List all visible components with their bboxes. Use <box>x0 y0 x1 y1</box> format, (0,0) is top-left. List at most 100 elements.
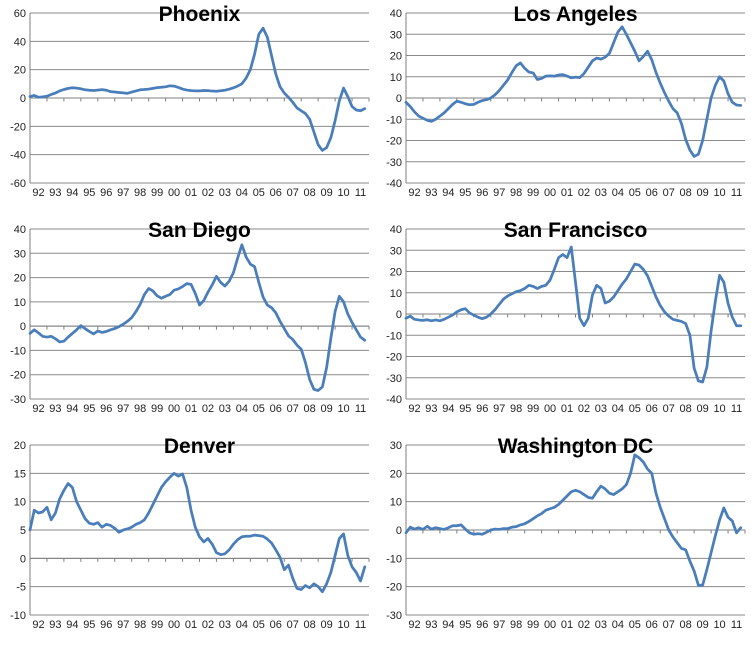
svg-text:40: 40 <box>14 36 26 48</box>
chart-title-denver: Denver <box>163 435 236 458</box>
svg-text:95: 95 <box>459 619 471 631</box>
svg-text:20: 20 <box>14 65 26 77</box>
chart-title-phoenix: Phoenix <box>158 3 241 26</box>
chart-title-washington-dc: Washington DC <box>497 435 654 458</box>
svg-text:92: 92 <box>32 403 44 415</box>
svg-text:-20: -20 <box>386 582 402 594</box>
svg-text:10: 10 <box>390 288 402 300</box>
svg-text:-40: -40 <box>386 178 402 190</box>
svg-text:-30: -30 <box>386 610 402 622</box>
x-axis-labels: 92 93 94 95 96 97 98 99 00 01 02 03 04 05 06 07 08 09 10 11 <box>32 619 366 631</box>
svg-text:30: 30 <box>390 440 402 452</box>
svg-text:11: 11 <box>731 187 742 199</box>
svg-text:01: 01 <box>185 187 197 199</box>
svg-text:03: 03 <box>219 187 231 199</box>
svg-text:03: 03 <box>219 619 231 631</box>
series-line <box>404 245 743 384</box>
svg-text:94: 94 <box>442 619 454 631</box>
svg-text:93: 93 <box>49 403 61 415</box>
denver-line-plot: 20 15 10 5 0 -5 -10 92 93 94 95 96 97 98 99 00 01 02 03 04 0… <box>10 440 370 631</box>
series-line <box>28 243 367 392</box>
svg-text:06: 06 <box>270 619 282 631</box>
svg-text:97: 97 <box>117 619 129 631</box>
gridlines <box>30 444 369 616</box>
series-line <box>28 471 367 594</box>
svg-text:93: 93 <box>425 619 437 631</box>
svg-text:92: 92 <box>408 403 420 415</box>
svg-text:-60: -60 <box>10 178 26 190</box>
series-line <box>404 25 743 158</box>
svg-text:09: 09 <box>697 619 709 631</box>
svg-text:95: 95 <box>459 403 471 415</box>
svg-text:95: 95 <box>83 619 95 631</box>
svg-text:20: 20 <box>390 468 402 480</box>
gridlines <box>30 228 369 400</box>
svg-text:97: 97 <box>493 403 505 415</box>
svg-text:07: 07 <box>287 619 299 631</box>
svg-text:09: 09 <box>321 619 333 631</box>
svg-text:15: 15 <box>14 468 26 480</box>
svg-text:01: 01 <box>185 403 197 415</box>
y-axis-labels: 40 30 20 10 0 -10 -20 -30 <box>10 224 26 406</box>
svg-text:11: 11 <box>731 403 742 415</box>
svg-text:-30: -30 <box>10 394 26 406</box>
svg-text:01: 01 <box>561 619 573 631</box>
svg-text:0: 0 <box>20 93 26 105</box>
svg-text:94: 94 <box>442 187 454 199</box>
series-line <box>404 453 743 587</box>
svg-text:10: 10 <box>390 497 402 509</box>
svg-text:-30: -30 <box>386 157 402 169</box>
x-axis-labels: 92 93 94 95 96 97 98 99 00 01 02 03 04 05 06 07 08 09 10 11 <box>32 403 366 415</box>
svg-text:04: 04 <box>236 403 248 415</box>
svg-text:99: 99 <box>151 403 163 415</box>
y-axis-labels: 60 40 20 0 -20 -40 -60 <box>10 8 26 190</box>
svg-text:98: 98 <box>510 619 522 631</box>
svg-text:93: 93 <box>49 187 61 199</box>
svg-text:-10: -10 <box>386 553 402 565</box>
svg-text:-5: -5 <box>16 582 26 594</box>
svg-text:05: 05 <box>253 403 265 415</box>
svg-text:99: 99 <box>527 403 539 415</box>
svg-text:02: 02 <box>202 403 214 415</box>
svg-text:03: 03 <box>595 403 607 415</box>
svg-text:06: 06 <box>270 187 282 199</box>
svg-text:95: 95 <box>83 187 95 199</box>
svg-text:-20: -20 <box>10 121 26 133</box>
svg-text:93: 93 <box>49 619 61 631</box>
svg-text:95: 95 <box>459 187 471 199</box>
svg-text:96: 96 <box>476 403 488 415</box>
svg-text:-30: -30 <box>386 373 402 385</box>
svg-text:06: 06 <box>646 619 658 631</box>
svg-text:07: 07 <box>663 403 675 415</box>
svg-text:00: 00 <box>168 187 180 199</box>
svg-text:0: 0 <box>396 93 402 105</box>
svg-text:08: 08 <box>680 619 692 631</box>
svg-text:10: 10 <box>713 619 725 631</box>
svg-text:-10: -10 <box>386 114 402 126</box>
phoenix-line-plot: 60 40 20 0 -20 -40 -60 92 93 94 95 96 97 98 99 00 01 02 03… <box>10 8 370 199</box>
svg-text:07: 07 <box>287 403 299 415</box>
svg-text:97: 97 <box>493 619 505 631</box>
svg-text:0: 0 <box>396 525 402 537</box>
svg-text:11: 11 <box>355 619 366 631</box>
svg-text:97: 97 <box>117 187 129 199</box>
svg-text:01: 01 <box>185 619 197 631</box>
svg-text:04: 04 <box>236 619 248 631</box>
svg-text:99: 99 <box>527 619 539 631</box>
svg-text:10: 10 <box>713 187 725 199</box>
svg-text:10: 10 <box>14 497 26 509</box>
svg-text:09: 09 <box>697 187 709 199</box>
svg-text:11: 11 <box>731 619 742 631</box>
svg-text:40: 40 <box>14 224 26 236</box>
svg-text:02: 02 <box>202 187 214 199</box>
x-axis-line <box>405 313 746 318</box>
svg-text:04: 04 <box>236 187 248 199</box>
svg-text:05: 05 <box>629 619 641 631</box>
x-axis-labels: 92 93 94 95 96 97 98 99 00 01 02 03 04 05 06 07 08 09 10 11 <box>408 403 742 415</box>
svg-text:-20: -20 <box>386 352 402 364</box>
svg-text:20: 20 <box>14 440 26 452</box>
x-axis-labels: 92 93 94 95 96 97 98 99 00 01 02 03 04 05 06 07 08 09 10 11 <box>408 619 742 631</box>
x-axis-line <box>29 557 370 562</box>
svg-text:00: 00 <box>544 403 556 415</box>
